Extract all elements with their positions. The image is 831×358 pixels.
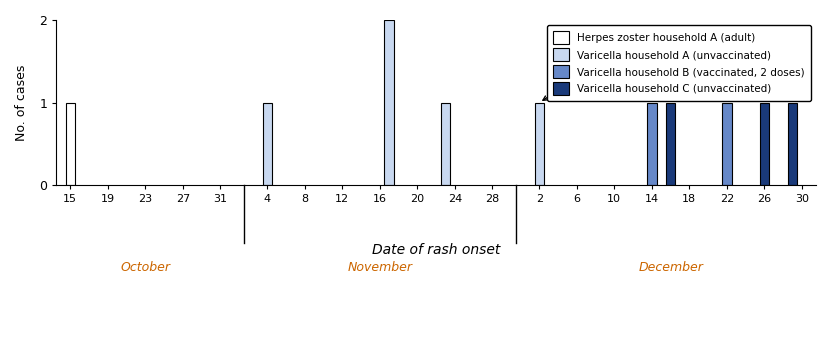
Text: October: October	[120, 261, 170, 274]
Text: November: November	[347, 261, 412, 274]
X-axis label: Date of rash onset: Date of rash onset	[372, 243, 500, 257]
Bar	[534, 103, 544, 185]
Bar	[760, 103, 770, 185]
Bar	[788, 103, 797, 185]
Bar	[263, 103, 272, 185]
Bar	[385, 20, 394, 185]
Y-axis label: No. of cases: No. of cases	[15, 64, 28, 141]
Text: Index patient: Index patient	[543, 50, 651, 100]
Bar	[647, 103, 656, 185]
Bar	[66, 103, 75, 185]
Text: December: December	[638, 261, 703, 274]
Legend: Herpes zoster household A (adult), Varicella household A (unvaccinated), Varicel: Herpes zoster household A (adult), Varic…	[547, 25, 811, 101]
Bar	[440, 103, 450, 185]
Bar	[722, 103, 731, 185]
Bar	[666, 103, 676, 185]
